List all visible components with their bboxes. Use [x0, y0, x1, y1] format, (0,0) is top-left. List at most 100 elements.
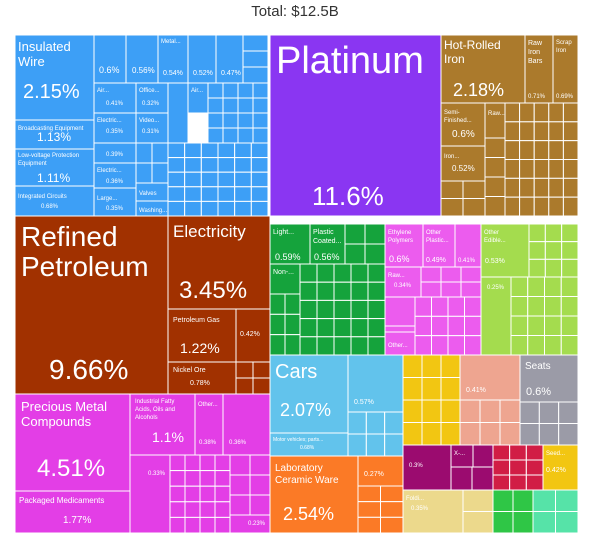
small-tile[interactable] — [560, 296, 579, 317]
small-tile[interactable] — [333, 299, 352, 320]
small-tile[interactable] — [380, 516, 404, 534]
small-tile[interactable] — [462, 489, 494, 512]
small-tile[interactable] — [252, 97, 269, 114]
small-tile[interactable] — [184, 157, 202, 173]
small-tile[interactable] — [237, 112, 254, 129]
small-tile[interactable] — [199, 485, 216, 503]
small-tile[interactable] — [199, 501, 216, 518]
small-tile[interactable] — [525, 444, 544, 461]
small-tile[interactable] — [548, 196, 564, 217]
treemap-tile[interactable] — [129, 393, 196, 456]
small-tile[interactable] — [519, 423, 540, 446]
small-tile[interactable] — [492, 444, 511, 461]
treemap-tile[interactable] — [135, 82, 169, 114]
small-tile[interactable] — [440, 399, 461, 423]
small-tile[interactable] — [528, 241, 546, 260]
small-tile[interactable] — [510, 315, 529, 336]
small-tile[interactable] — [460, 266, 482, 283]
small-tile[interactable] — [384, 411, 404, 435]
small-tile[interactable] — [184, 171, 202, 188]
small-tile[interactable] — [344, 223, 366, 245]
small-tile[interactable] — [464, 335, 482, 356]
small-tile[interactable] — [316, 318, 335, 338]
small-tile[interactable] — [237, 97, 254, 114]
small-tile[interactable] — [299, 336, 318, 356]
treemap-tile[interactable] — [519, 354, 579, 403]
small-tile[interactable] — [504, 140, 521, 161]
treemap-tile[interactable] — [215, 34, 244, 84]
treemap-tile[interactable] — [14, 185, 95, 217]
small-tile[interactable] — [350, 263, 369, 283]
small-tile[interactable] — [402, 422, 423, 446]
small-tile[interactable] — [333, 263, 352, 283]
small-tile[interactable] — [519, 121, 535, 142]
small-tile[interactable] — [250, 171, 269, 188]
small-tile[interactable] — [316, 263, 335, 283]
small-tile[interactable] — [299, 263, 318, 283]
treemap-tile[interactable] — [125, 34, 159, 84]
small-tile[interactable] — [440, 180, 464, 199]
small-tile[interactable] — [512, 489, 534, 512]
small-tile[interactable] — [555, 511, 579, 534]
small-tile[interactable] — [367, 263, 386, 283]
treemap-tile[interactable] — [269, 34, 442, 217]
small-tile[interactable] — [509, 444, 527, 461]
small-tile[interactable] — [199, 470, 216, 487]
small-tile[interactable] — [367, 281, 386, 301]
small-tile[interactable] — [560, 276, 579, 297]
small-tile[interactable] — [237, 82, 254, 99]
small-tile[interactable] — [249, 454, 271, 476]
small-tile[interactable] — [184, 142, 202, 159]
small-tile[interactable] — [169, 485, 186, 503]
small-tile[interactable] — [414, 315, 432, 337]
treemap-tile[interactable] — [552, 34, 579, 104]
small-tile[interactable] — [365, 411, 386, 435]
small-tile[interactable] — [421, 422, 442, 446]
treemap-tile[interactable] — [384, 266, 422, 298]
small-tile[interactable] — [519, 140, 535, 161]
small-tile[interactable] — [512, 511, 534, 534]
small-tile[interactable] — [237, 127, 254, 144]
treemap-tile[interactable] — [402, 489, 464, 534]
small-tile[interactable] — [548, 140, 564, 161]
small-tile[interactable] — [316, 336, 335, 356]
small-tile[interactable] — [504, 196, 521, 217]
small-tile[interactable] — [252, 361, 271, 379]
small-tile[interactable] — [199, 454, 216, 472]
small-tile[interactable] — [214, 470, 231, 487]
small-tile[interactable] — [199, 516, 216, 534]
small-tile[interactable] — [460, 281, 482, 298]
small-tile[interactable] — [284, 313, 301, 336]
small-tile[interactable] — [533, 102, 550, 123]
small-tile[interactable] — [252, 127, 269, 144]
treemap-tile[interactable] — [14, 215, 169, 395]
small-tile[interactable] — [527, 315, 545, 336]
small-tile[interactable] — [214, 516, 231, 534]
small-tile[interactable] — [214, 501, 231, 518]
small-tile[interactable] — [431, 296, 449, 317]
small-tile[interactable] — [548, 121, 564, 142]
small-tile[interactable] — [316, 299, 335, 320]
small-tile[interactable] — [519, 401, 540, 424]
small-tile[interactable] — [504, 177, 521, 198]
small-tile[interactable] — [365, 433, 386, 457]
treemap-tile[interactable] — [167, 361, 237, 395]
small-tile[interactable] — [184, 516, 201, 534]
treemap-tile[interactable] — [480, 276, 512, 356]
small-tile[interactable] — [229, 474, 251, 496]
small-tile[interactable] — [367, 336, 386, 356]
small-tile[interactable] — [440, 266, 462, 283]
small-tile[interactable] — [333, 281, 352, 301]
small-tile[interactable] — [440, 422, 461, 446]
small-tile[interactable] — [367, 318, 386, 338]
small-tile[interactable] — [402, 377, 423, 401]
treemap-tile[interactable] — [347, 354, 404, 413]
small-tile[interactable] — [472, 444, 494, 468]
small-tile[interactable] — [222, 97, 239, 114]
small-tile[interactable] — [364, 243, 386, 265]
small-tile[interactable] — [562, 159, 579, 179]
small-tile[interactable] — [184, 186, 202, 202]
small-tile[interactable] — [135, 162, 153, 184]
small-tile[interactable] — [464, 296, 482, 317]
small-tile[interactable] — [234, 171, 252, 188]
